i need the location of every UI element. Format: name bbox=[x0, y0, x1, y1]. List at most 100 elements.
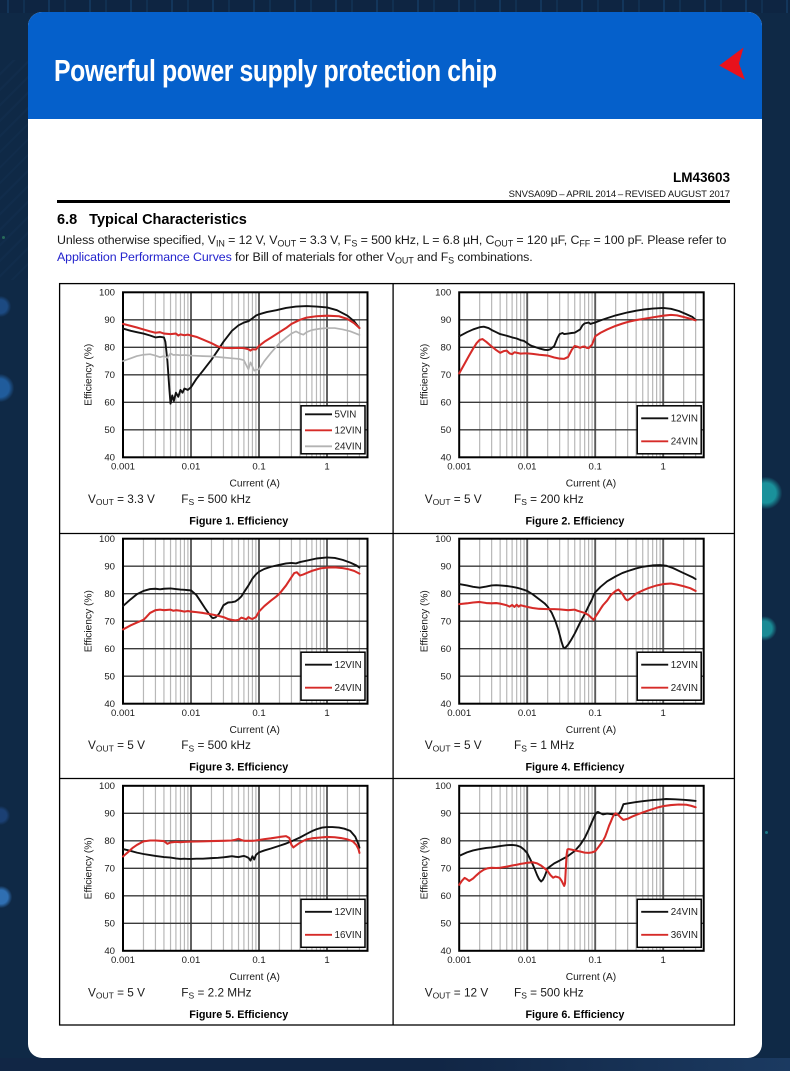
svg-text:100: 100 bbox=[99, 288, 115, 299]
svg-text:100: 100 bbox=[99, 534, 115, 545]
svg-text:FS = 200 kHz: FS = 200 kHz bbox=[514, 492, 584, 507]
svg-text:90: 90 bbox=[104, 809, 115, 820]
svg-text:60: 60 bbox=[441, 891, 452, 902]
svg-text:VOUT = 5 V: VOUT = 5 V bbox=[88, 738, 145, 753]
svg-text:60: 60 bbox=[441, 398, 452, 409]
svg-text:100: 100 bbox=[435, 534, 451, 545]
svg-text:90: 90 bbox=[104, 562, 115, 573]
svg-text:0.01: 0.01 bbox=[518, 708, 537, 719]
svg-text:Current (A): Current (A) bbox=[566, 479, 616, 490]
svg-text:24VIN: 24VIN bbox=[671, 907, 698, 918]
svg-text:70: 70 bbox=[104, 617, 115, 628]
svg-text:50: 50 bbox=[441, 672, 452, 683]
svg-text:Figure 1. Efficiency: Figure 1. Efficiency bbox=[189, 515, 288, 527]
svg-text:100: 100 bbox=[99, 781, 115, 792]
svg-text:70: 70 bbox=[441, 864, 452, 875]
svg-text:50: 50 bbox=[104, 672, 115, 683]
svg-text:Figure 4. Efficiency: Figure 4. Efficiency bbox=[525, 762, 624, 774]
svg-text:90: 90 bbox=[441, 562, 452, 573]
svg-text:80: 80 bbox=[441, 589, 452, 600]
svg-text:0.001: 0.001 bbox=[111, 955, 135, 966]
svg-text:50: 50 bbox=[104, 919, 115, 930]
svg-text:Efficiency (%): Efficiency (%) bbox=[420, 590, 431, 652]
svg-text:0.001: 0.001 bbox=[447, 462, 471, 473]
svg-text:40: 40 bbox=[441, 946, 452, 957]
svg-text:70: 70 bbox=[104, 864, 115, 875]
svg-text:70: 70 bbox=[104, 370, 115, 381]
svg-text:80: 80 bbox=[441, 343, 452, 354]
svg-text:FS = 500 kHz: FS = 500 kHz bbox=[181, 738, 251, 753]
svg-text:70: 70 bbox=[441, 370, 452, 381]
svg-text:0.1: 0.1 bbox=[589, 955, 602, 966]
svg-text:Efficiency (%): Efficiency (%) bbox=[420, 344, 431, 406]
svg-text:0.01: 0.01 bbox=[182, 955, 201, 966]
svg-text:Current (A): Current (A) bbox=[230, 725, 280, 736]
svg-text:0.01: 0.01 bbox=[518, 955, 537, 966]
svg-text:VOUT = 5 V: VOUT = 5 V bbox=[425, 738, 482, 753]
svg-text:1: 1 bbox=[661, 708, 666, 719]
svg-text:1: 1 bbox=[661, 462, 666, 473]
svg-text:24VIN: 24VIN bbox=[671, 437, 698, 448]
svg-text:90: 90 bbox=[441, 809, 452, 820]
svg-text:0.001: 0.001 bbox=[111, 708, 135, 719]
svg-text:5VIN: 5VIN bbox=[335, 410, 357, 421]
svg-text:60: 60 bbox=[104, 398, 115, 409]
svg-text:VOUT = 12 V: VOUT = 12 V bbox=[425, 985, 489, 1000]
svg-text:Efficiency (%): Efficiency (%) bbox=[420, 837, 431, 899]
svg-text:0.1: 0.1 bbox=[252, 955, 265, 966]
svg-text:12VIN: 12VIN bbox=[335, 426, 362, 437]
svg-text:80: 80 bbox=[104, 589, 115, 600]
svg-text:0.1: 0.1 bbox=[252, 462, 265, 473]
svg-text:60: 60 bbox=[104, 644, 115, 655]
svg-text:80: 80 bbox=[104, 836, 115, 847]
svg-text:50: 50 bbox=[441, 425, 452, 436]
svg-text:Efficiency (%): Efficiency (%) bbox=[84, 590, 95, 652]
svg-text:12VIN: 12VIN bbox=[671, 660, 698, 671]
svg-text:Current (A): Current (A) bbox=[566, 725, 616, 736]
svg-text:VOUT = 3.3 V: VOUT = 3.3 V bbox=[88, 492, 155, 507]
svg-text:0.1: 0.1 bbox=[252, 708, 265, 719]
svg-text:80: 80 bbox=[441, 836, 452, 847]
svg-text:12VIN: 12VIN bbox=[335, 907, 362, 918]
svg-text:Figure 5. Efficiency: Figure 5. Efficiency bbox=[189, 1009, 288, 1021]
svg-text:100: 100 bbox=[435, 288, 451, 299]
svg-text:1: 1 bbox=[324, 462, 329, 473]
svg-text:40: 40 bbox=[104, 946, 115, 957]
svg-text:0.1: 0.1 bbox=[589, 462, 602, 473]
svg-text:VOUT = 5 V: VOUT = 5 V bbox=[88, 985, 145, 1000]
svg-text:FS = 2.2 MHz: FS = 2.2 MHz bbox=[181, 985, 251, 1000]
svg-text:Current (A): Current (A) bbox=[566, 972, 616, 983]
svg-text:1: 1 bbox=[324, 955, 329, 966]
svg-text:40: 40 bbox=[104, 699, 115, 710]
svg-text:Figure 3. Efficiency: Figure 3. Efficiency bbox=[189, 762, 288, 774]
svg-text:60: 60 bbox=[441, 644, 452, 655]
svg-text:0.1: 0.1 bbox=[589, 708, 602, 719]
svg-text:0.001: 0.001 bbox=[447, 955, 471, 966]
svg-text:FS = 1 MHz: FS = 1 MHz bbox=[514, 738, 575, 753]
svg-text:12VIN: 12VIN bbox=[671, 414, 698, 425]
svg-text:1: 1 bbox=[661, 955, 666, 966]
svg-text:40: 40 bbox=[441, 699, 452, 710]
svg-text:VOUT = 5 V: VOUT = 5 V bbox=[425, 492, 482, 507]
svg-text:FS = 500 kHz: FS = 500 kHz bbox=[181, 492, 251, 507]
svg-text:70: 70 bbox=[441, 617, 452, 628]
svg-text:Efficiency (%): Efficiency (%) bbox=[84, 344, 95, 406]
svg-text:Figure 2. Efficiency: Figure 2. Efficiency bbox=[525, 515, 624, 527]
svg-text:0.001: 0.001 bbox=[447, 708, 471, 719]
svg-text:0.01: 0.01 bbox=[518, 462, 537, 473]
svg-text:24VIN: 24VIN bbox=[671, 683, 698, 694]
svg-text:24VIN: 24VIN bbox=[335, 683, 362, 694]
svg-text:0.01: 0.01 bbox=[182, 708, 201, 719]
svg-text:0.01: 0.01 bbox=[182, 462, 201, 473]
svg-text:60: 60 bbox=[104, 891, 115, 902]
svg-text:40: 40 bbox=[441, 453, 452, 464]
svg-text:36VIN: 36VIN bbox=[671, 930, 698, 941]
svg-text:Efficiency (%): Efficiency (%) bbox=[84, 837, 95, 899]
svg-text:FS = 500 kHz: FS = 500 kHz bbox=[514, 985, 584, 1000]
svg-text:Current (A): Current (A) bbox=[230, 972, 280, 983]
svg-text:12VIN: 12VIN bbox=[335, 660, 362, 671]
svg-text:24VIN: 24VIN bbox=[335, 442, 362, 453]
svg-text:Current (A): Current (A) bbox=[230, 479, 280, 490]
svg-text:0.001: 0.001 bbox=[111, 462, 135, 473]
svg-text:16VIN: 16VIN bbox=[335, 930, 362, 941]
